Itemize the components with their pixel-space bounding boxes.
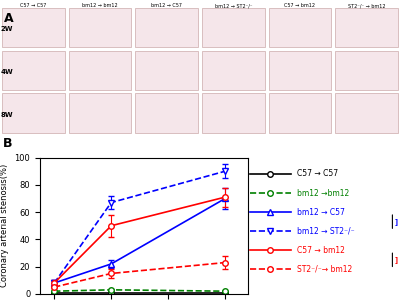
Bar [69,51,131,90]
Text: bm12 → ST2⁻/⁻: bm12 → ST2⁻/⁻ [297,227,354,236]
Bar [269,93,331,133]
Bar [335,93,398,133]
Text: C57 → C57: C57 → C57 [20,3,46,8]
Bar [202,93,265,133]
Bar [135,93,198,133]
Text: ST2⁻/⁻ → bm12: ST2⁻/⁻ → bm12 [348,3,386,8]
Text: ST2⁻/⁻→ bm12: ST2⁻/⁻→ bm12 [297,265,352,274]
Text: 2W: 2W [1,26,13,32]
Y-axis label: Coronary arterial stenosis(%): Coronary arterial stenosis(%) [0,164,9,287]
Text: B: B [2,137,12,150]
Text: 4W: 4W [1,69,14,75]
Text: ] P = 0.0012: ] P = 0.0012 [396,218,400,225]
Text: ] P < 0.0001: ] P < 0.0001 [396,256,400,263]
Bar [335,51,398,90]
Bar [69,93,131,133]
Bar [202,8,265,48]
Text: bm12 → ST2⁻/⁻: bm12 → ST2⁻/⁻ [214,3,252,8]
Bar [2,8,65,48]
Text: bm12 → bm12: bm12 → bm12 [82,3,118,8]
Text: C57 → C57: C57 → C57 [297,169,338,178]
Text: C57 → bm12: C57 → bm12 [284,3,316,8]
Bar [335,8,398,48]
Bar [2,51,65,90]
Text: bm12 → C57: bm12 → C57 [297,208,344,217]
Bar [135,51,198,90]
Bar [269,51,331,90]
Text: 8W: 8W [1,112,14,118]
Bar [202,51,265,90]
Bar [69,8,131,48]
Text: A: A [4,12,14,25]
Text: bm12 → C57: bm12 → C57 [151,3,182,8]
Bar [2,93,65,133]
Text: bm12 →bm12: bm12 →bm12 [297,188,349,198]
Bar [269,8,331,48]
Text: C57 → bm12: C57 → bm12 [297,246,344,255]
Bar [135,8,198,48]
